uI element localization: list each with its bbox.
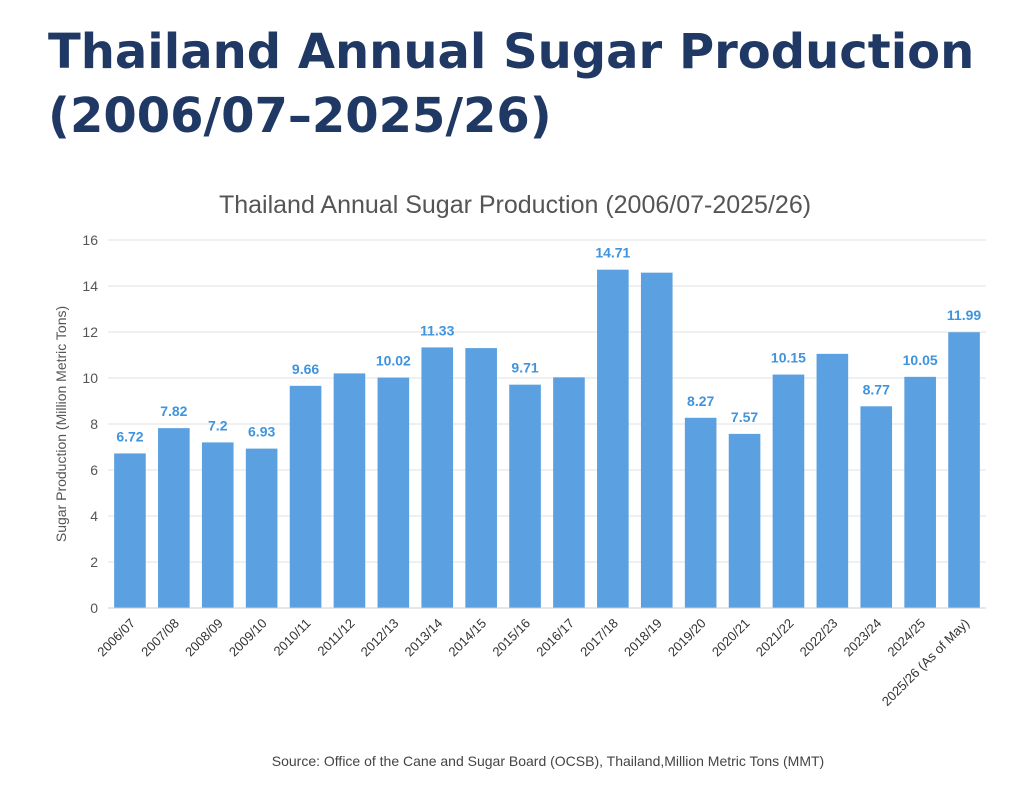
chart-title: Thailand Annual Sugar Production (2006/0… [219,191,811,219]
x-tick-label: 2006/07 [94,616,138,660]
bar [245,448,278,608]
bar [684,417,717,608]
bar [465,348,497,608]
bar [904,376,936,608]
bar [597,269,629,608]
y-tick-label: 10 [82,370,98,386]
y-tick-label: 12 [82,324,98,340]
bar [289,385,322,608]
bar [421,347,454,608]
data-label: 7.82 [160,403,187,419]
x-tick-label: 2018/19 [621,616,665,660]
data-labels: 6.72 7.82 7.2 6.93 9.66 10.02 11.33 9.71 14.71 8.… [116,245,981,445]
x-tick-label: 2016/17 [533,616,577,660]
bar [772,374,805,608]
x-tick-label: 2011/12 [314,616,357,659]
data-label: 11.99 [947,307,981,323]
data-label: 14.71 [595,245,630,261]
data-label: 8.77 [863,381,890,397]
bar [728,433,761,608]
x-tick-label: 2017/18 [577,616,621,660]
bars [114,269,980,608]
x-tick-label: 2007/08 [138,616,182,660]
y-tick-label: 8 [90,416,98,432]
bar [948,332,980,608]
x-tick-label: 2009/10 [226,616,270,660]
data-label: 10.02 [376,353,411,369]
x-tick-label: 2023/24 [841,616,885,660]
y-tick-label: 14 [82,278,98,294]
bar [201,442,234,608]
bar [114,453,146,608]
x-axis-ticks: 2006/07 2007/08 2008/09 2009/10 2010/11 2011/… [94,616,972,709]
page-title-line-2: (2006/07–2025/26) [48,88,552,144]
x-tick-label: 2019/20 [665,616,709,660]
page-title: Thailand Annual Sugar Production (2006/0… [48,20,1008,148]
bar [640,272,673,608]
x-tick-label: 2010/11 [271,616,314,659]
y-tick-label: 0 [90,600,98,616]
bar [860,406,893,608]
x-tick-label: 2013/14 [402,616,446,660]
data-label: 6.72 [116,428,143,444]
y-tick-label: 4 [90,508,98,524]
x-tick-label: 2020/21 [709,616,753,660]
data-label: 11.33 [420,322,454,338]
x-tick-label: 2008/09 [182,616,226,660]
y-axis-label: Sugar Production (Million Metric Tons) [53,306,69,542]
data-label: 9.71 [511,360,538,376]
bar [816,353,849,608]
data-label: 10.15 [771,350,806,366]
x-tick-label: 2014/15 [445,616,489,660]
bar [553,377,585,608]
data-label: 9.66 [292,361,319,377]
x-tick-label: 2012/13 [358,616,402,660]
bar [333,373,366,608]
page-title-line-1: Thailand Annual Sugar Production [48,24,975,80]
data-label: 10.05 [903,352,938,368]
gridlines [108,239,986,563]
source-note: Source: Office of the Cane and Sugar Boa… [272,753,824,769]
data-label: 6.93 [248,424,275,440]
y-axis-ticks: 0 2 4 6 8 10 12 14 16 [82,232,98,616]
x-tick-label: 2022/23 [797,616,841,660]
x-tick-label: 2025/26 (As of May) [879,616,972,709]
y-tick-label: 2 [90,554,98,570]
x-tick-label: 2024/25 [884,616,928,660]
y-tick-label: 6 [90,462,98,478]
bar [377,377,410,608]
bar [158,428,190,608]
data-label: 7.2 [208,417,228,433]
x-tick-label: 2021/22 [753,616,797,660]
x-tick-label: 2015/16 [489,616,533,660]
bar [509,384,541,608]
y-tick-label: 16 [82,232,98,248]
data-label: 7.57 [731,409,758,425]
data-label: 8.27 [687,393,714,409]
